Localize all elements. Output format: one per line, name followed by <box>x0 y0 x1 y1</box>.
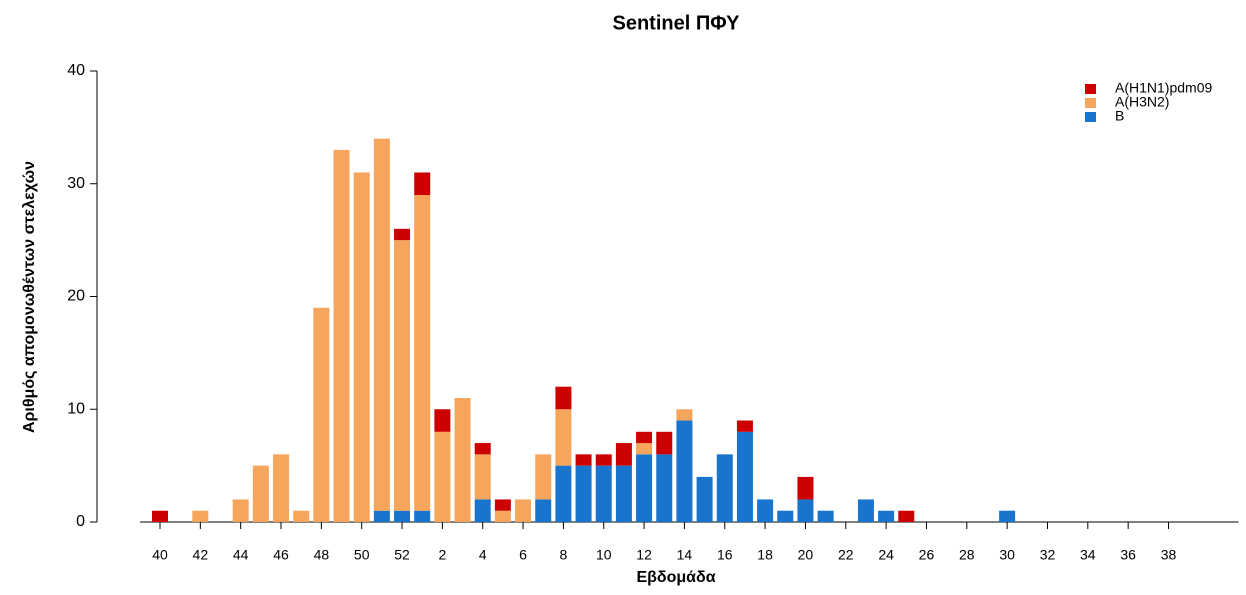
bar-segment <box>999 510 1016 522</box>
x-tick-label: 26 <box>919 547 935 563</box>
x-tick-label: 12 <box>636 547 652 563</box>
x-tick-label: 10 <box>596 547 612 563</box>
bar-segment <box>898 510 915 522</box>
bar-segment <box>414 172 431 196</box>
bar-segment <box>857 499 874 522</box>
x-tick-label: 36 <box>1120 547 1136 563</box>
bar-segment <box>615 465 632 522</box>
bar-segment <box>394 240 411 511</box>
bar-segment <box>696 476 713 522</box>
legend-swatch <box>1085 98 1096 108</box>
x-tick-label: 32 <box>1040 547 1056 563</box>
bar-segment <box>555 465 572 522</box>
legend-label: B <box>1115 108 1124 124</box>
bar-segment <box>152 510 168 522</box>
y-tick-label: 40 <box>67 62 85 79</box>
bar-segment <box>394 510 411 522</box>
x-tick-label: 8 <box>560 547 568 563</box>
bar-segment <box>777 510 794 522</box>
x-tick-label: 42 <box>193 547 209 563</box>
bar-segment <box>636 431 653 444</box>
legend-label: A(H1N1)pdm09 <box>1115 80 1212 96</box>
x-tick-label: 30 <box>999 547 1015 563</box>
bar-segment <box>394 228 411 241</box>
bar-segment <box>817 510 834 522</box>
bar-segment <box>293 510 310 522</box>
bar-segment <box>494 510 511 522</box>
bar-segment <box>434 431 451 522</box>
x-tick-label: 50 <box>354 547 370 563</box>
bar-segment <box>232 499 249 522</box>
bar-segment <box>656 431 673 455</box>
bar-segment <box>192 510 209 522</box>
bar-segment <box>373 138 390 511</box>
x-tick-label: 2 <box>438 547 446 563</box>
bar-segment <box>434 409 451 432</box>
legend-swatch <box>1085 112 1096 122</box>
bar-segment <box>535 454 552 500</box>
bar-segment <box>636 443 653 455</box>
bar-segment <box>797 499 814 522</box>
y-tick-label: 20 <box>67 288 85 305</box>
bar-segment <box>454 397 471 522</box>
x-tick-label: 38 <box>1161 547 1177 563</box>
bar-segment <box>716 454 733 522</box>
bar-segment <box>474 443 491 455</box>
bar-segment <box>515 499 532 522</box>
bar-segment <box>636 454 653 522</box>
x-tick-label: 24 <box>878 547 894 563</box>
bar-segment <box>878 510 895 522</box>
y-tick-label: 30 <box>67 175 85 192</box>
bar-segment <box>595 465 612 522</box>
y-tick-label: 10 <box>67 400 85 417</box>
bar-segment <box>273 454 290 522</box>
x-tick-label: 44 <box>233 547 249 563</box>
bar-segment <box>333 149 350 523</box>
bar-segment <box>736 431 753 522</box>
bar-segment <box>313 307 330 522</box>
bar-segment <box>575 454 592 466</box>
y-tick-label: 0 <box>76 513 85 530</box>
x-tick-label: 18 <box>757 547 773 563</box>
x-tick-label: 46 <box>273 547 289 563</box>
bar-segment <box>656 454 673 522</box>
bar-segment <box>555 386 572 410</box>
legend-label: A(H3N2) <box>1115 94 1169 110</box>
bar-segment <box>676 409 693 421</box>
x-tick-label: 20 <box>798 547 814 563</box>
x-tick-label: 16 <box>717 547 733 563</box>
x-tick-label: 40 <box>152 547 168 563</box>
x-tick-label: 4 <box>479 547 487 563</box>
bar-segment <box>474 454 491 500</box>
bar-segment <box>535 499 552 522</box>
x-tick-label: 34 <box>1080 547 1096 563</box>
bar-segment <box>797 476 814 500</box>
x-tick-label: 22 <box>838 547 854 563</box>
bar-segment <box>373 510 390 522</box>
x-tick-label: 52 <box>394 547 410 563</box>
x-tick-label: 48 <box>314 547 330 563</box>
bar-segment <box>494 499 511 511</box>
bar-segment <box>414 510 431 522</box>
bar-segment <box>736 420 753 432</box>
x-tick-label: 14 <box>677 547 693 563</box>
bar-segment <box>474 499 491 522</box>
x-axis-title: Εβδομάδα <box>636 569 715 586</box>
y-axis-title: Αριθμός απομονωθέντων στελεχών <box>21 161 38 433</box>
bar-segment <box>676 420 693 522</box>
bar-segment <box>353 172 370 522</box>
bar-segment <box>615 443 632 466</box>
legend-swatch <box>1085 84 1096 94</box>
bar-segment <box>252 465 269 522</box>
bar-segment <box>575 465 592 522</box>
bar-segment <box>555 409 572 466</box>
chart-title: Sentinel ΠΦΥ <box>613 12 741 34</box>
bar-segment <box>757 499 774 522</box>
bar-segment <box>595 454 612 466</box>
bar-segment <box>414 195 431 511</box>
x-tick-label: 28 <box>959 547 975 563</box>
x-tick-label: 6 <box>519 547 527 563</box>
